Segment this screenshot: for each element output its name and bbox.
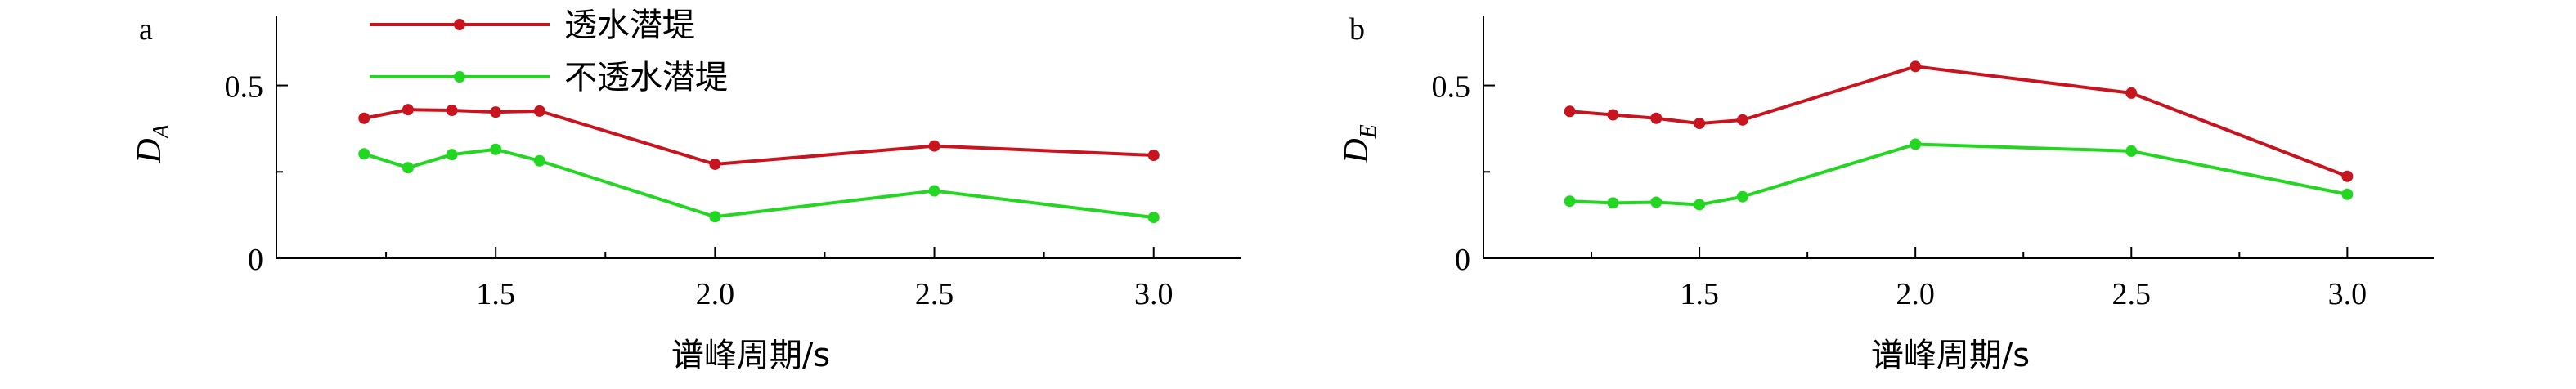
data-point: [2341, 170, 2354, 182]
data-point: [446, 105, 458, 117]
data-point: [1564, 105, 1576, 118]
data-point: [709, 158, 721, 170]
y-tick-label: 0.5: [225, 70, 264, 105]
data-point: [1736, 114, 1748, 126]
y-axis-label-subscript: A: [149, 123, 174, 140]
legend-label: 透水潜堤: [564, 7, 695, 44]
data-point: [402, 104, 414, 116]
data-point: [1607, 109, 1619, 121]
data-point: [1147, 212, 1160, 224]
data-point: [2341, 188, 2354, 200]
x-axis-label: 谱峰周期/s: [671, 337, 830, 374]
data-point: [928, 185, 940, 197]
series-line: [363, 147, 1154, 220]
data-point: [1650, 112, 1663, 124]
panel-b: b 1.5 2.0 2.5 3.0 0 0.5 DE 谱峰周期/s: [1338, 12, 2434, 374]
data-point: [490, 106, 502, 118]
data-point: [928, 140, 940, 152]
data-point: [709, 211, 721, 223]
x-tick-label: 1.5: [1680, 277, 1719, 311]
legend-marker: [454, 71, 465, 83]
data-point: [533, 105, 545, 117]
legend-marker: [454, 19, 465, 30]
legend-label: 不透水潜堤: [564, 59, 728, 96]
x-tick-label: 2.0: [1896, 277, 1935, 311]
data-point: [1910, 138, 1922, 150]
data-point: [1564, 195, 1576, 208]
series-1: [358, 143, 1160, 224]
data-point: [1910, 60, 1922, 73]
data-point: [490, 143, 502, 155]
data-point: [1694, 199, 1706, 211]
x-tick-label: 2.5: [2112, 277, 2152, 311]
series-0: [1564, 60, 2354, 182]
data-point: [358, 148, 370, 160]
data-point: [1650, 196, 1663, 208]
y-axis-label-main: D: [131, 138, 168, 163]
x-tick-label: 2.5: [915, 277, 954, 311]
y-axis-label: DA: [131, 123, 174, 163]
data-point: [402, 162, 414, 174]
data-point: [1147, 149, 1160, 161]
data-point: [2125, 87, 2138, 99]
series-1: [1564, 138, 2354, 211]
y-tick-label: 0.5: [1432, 70, 1471, 105]
data-point: [358, 112, 370, 124]
x-tick-label: 1.5: [476, 277, 515, 311]
panel-letter: a: [139, 12, 153, 47]
data-point: [2125, 145, 2138, 157]
y-axis-label-main: D: [1338, 138, 1376, 163]
series-line: [1569, 65, 2349, 178]
x-axis-label: 谱峰周期/s: [1871, 337, 2030, 374]
data-point: [1694, 118, 1706, 130]
series-line: [363, 108, 1154, 167]
data-point: [1736, 190, 1748, 203]
data-point: [446, 149, 458, 161]
panel-letter: b: [1349, 12, 1365, 47]
x-tick-label: 3.0: [2328, 277, 2367, 311]
series-line: [1569, 142, 2348, 207]
y-axis-label-subscript: E: [1356, 124, 1381, 139]
y-axis-label: DE: [1338, 124, 1381, 163]
y-tick-label: 0: [1455, 243, 1470, 277]
series-0: [358, 104, 1160, 170]
data-point: [1607, 197, 1619, 209]
data-point: [533, 154, 545, 167]
x-tick-label: 2.0: [696, 277, 735, 311]
x-tick-label: 3.0: [1134, 277, 1174, 311]
y-tick-label: 0: [248, 243, 263, 277]
